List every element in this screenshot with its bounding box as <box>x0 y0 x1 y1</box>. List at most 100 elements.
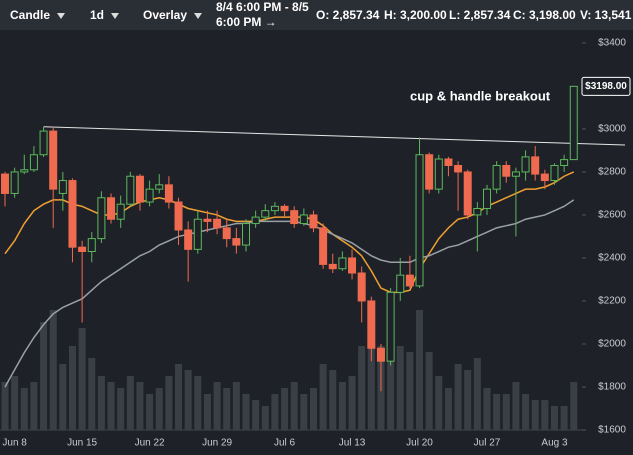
interval-dropdown[interactable]: 1d <box>90 8 119 22</box>
candle-body <box>135 175 144 203</box>
candle-body <box>97 197 106 240</box>
x-tick-label: Jul 20 <box>406 438 433 449</box>
volume-bar <box>493 394 501 430</box>
candle-body <box>338 257 347 270</box>
candle-body <box>242 223 250 246</box>
candle-body <box>309 214 318 229</box>
x-tick-label: Jun 22 <box>135 438 165 449</box>
volume-bar <box>570 382 578 430</box>
volume-bar <box>483 388 491 430</box>
y-tick-label: $2000 <box>598 339 626 350</box>
volume-bar <box>416 310 424 430</box>
candle-body <box>145 188 154 203</box>
y-tick-label: $2800 <box>598 167 626 178</box>
candle-body <box>174 201 183 231</box>
candle-body <box>58 180 67 194</box>
volume-bar <box>30 382 38 430</box>
candle-body <box>531 156 540 175</box>
volume-bar <box>203 394 211 430</box>
ohlc-open: O: 2,857.34 <box>316 8 380 22</box>
volume-bar <box>184 370 192 430</box>
candle-body <box>367 300 376 349</box>
candle-body <box>483 188 491 209</box>
candle-body <box>502 164 511 177</box>
volume-bar <box>136 382 144 430</box>
y-tick-label: $2400 <box>598 253 626 264</box>
volume-bar <box>165 376 173 430</box>
candle-body <box>434 158 443 190</box>
candle-body <box>87 238 96 253</box>
volume-bar <box>59 364 67 430</box>
volume-bar <box>146 394 154 430</box>
volume-bar <box>309 388 317 430</box>
volume-bar <box>473 358 481 430</box>
candle-body <box>521 156 530 173</box>
x-tick-label: Jun 29 <box>202 438 232 449</box>
candle-body <box>550 164 559 182</box>
volume-bar <box>444 388 452 430</box>
volume-bar <box>175 364 183 430</box>
volume-bar <box>329 370 337 430</box>
volume-bar <box>541 400 549 430</box>
overlay-dropdown[interactable]: Overlay <box>143 8 202 22</box>
candle-body <box>222 227 231 240</box>
x-tick-label: Jun 8 <box>2 438 27 449</box>
volume-bar <box>117 388 125 430</box>
y-tick-label: $1800 <box>598 382 626 393</box>
volume-bar <box>290 382 298 430</box>
candle-body <box>511 171 520 177</box>
volume-bar <box>20 388 28 430</box>
volume-bar <box>550 406 558 430</box>
candle-body <box>454 164 463 173</box>
candle-body <box>270 205 279 212</box>
volume-bar <box>213 382 221 430</box>
x-tick-label: Jul 6 <box>274 438 296 449</box>
volume-bar <box>97 376 105 430</box>
range-line: 8/4 6:00 PM - 8/5 <box>216 0 309 14</box>
price-tag <box>581 76 631 96</box>
volume-bar <box>522 394 530 430</box>
candle-body <box>357 272 366 302</box>
volume-bar <box>88 358 96 430</box>
candle-body <box>492 164 501 190</box>
candle-body <box>540 173 549 182</box>
candle-body <box>290 210 299 225</box>
chart-type-dropdown[interactable]: Candle <box>10 8 65 22</box>
x-tick-label: Jun 15 <box>67 438 97 449</box>
y-tick-label: $3400 <box>598 38 626 49</box>
volume-bar <box>425 352 433 430</box>
candle-body <box>29 154 38 171</box>
volume-bar <box>560 406 568 430</box>
candle-body <box>78 246 87 253</box>
volume-bar <box>49 310 57 430</box>
volume-bar <box>512 382 520 430</box>
volume-bar <box>358 346 366 430</box>
volume-bar <box>271 394 279 430</box>
volume-bar <box>242 394 250 430</box>
y-tick-label: $1600 <box>598 425 626 436</box>
annotation: cup & handle breakout <box>410 88 551 103</box>
volume-bar <box>126 376 134 430</box>
candle-body <box>415 154 424 287</box>
y-tick-label: $3000 <box>598 124 626 135</box>
volume-bar <box>367 334 375 430</box>
trendline <box>43 126 626 146</box>
candle-body <box>184 229 193 250</box>
candle-body <box>348 257 357 274</box>
volume-bar <box>281 388 289 430</box>
volume-bar <box>454 364 462 430</box>
candle-body <box>396 274 405 293</box>
candle-body <box>10 171 19 194</box>
volume-bar <box>464 370 472 430</box>
volume-bar <box>232 382 240 430</box>
volume-bar <box>11 376 19 430</box>
candle-body <box>1 173 9 194</box>
y-tick-label: $2200 <box>598 296 626 307</box>
candle-body <box>39 130 48 156</box>
volume-bar <box>348 376 356 430</box>
volume-bar <box>300 394 308 430</box>
candle-body <box>203 218 212 222</box>
candle-body <box>213 218 222 229</box>
volume-bar <box>40 322 48 430</box>
